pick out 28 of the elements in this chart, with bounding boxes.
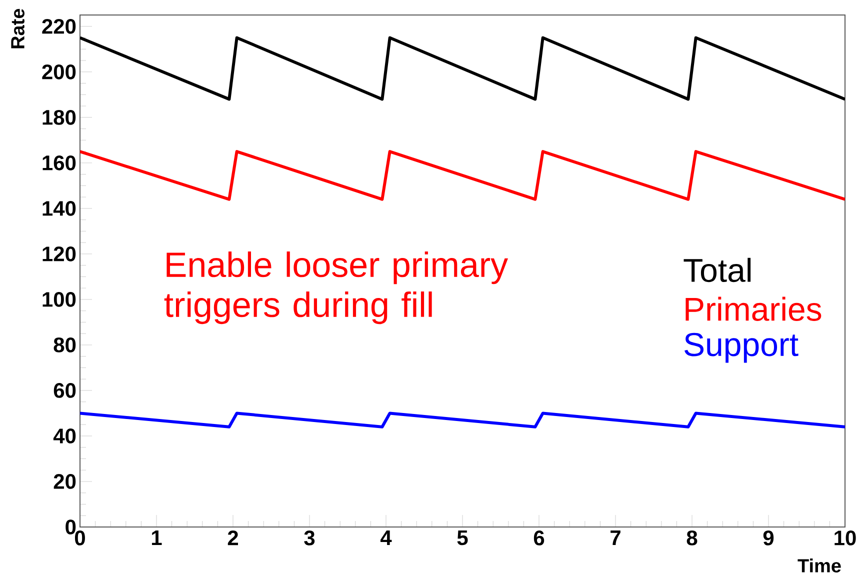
y-tick-label: 60 [54, 383, 76, 398]
y-tick-label: 120 [42, 246, 76, 262]
x-tick-label: 2 [228, 530, 238, 546]
y-tick-label: 140 [42, 200, 76, 216]
y-tick-label: 0 [66, 520, 76, 534]
x-tick-label: 1 [152, 530, 162, 545]
x-axis-title: Time [798, 558, 841, 572]
text: Primaries [686, 296, 822, 322]
text: Total [684, 258, 751, 282]
y-tick-label: 20 [54, 474, 76, 489]
x-tick-label: 7 [610, 530, 620, 545]
y-tick-label: 180 [42, 110, 76, 125]
x-tick-label: 10 [834, 530, 856, 546]
x-tick-label: 9 [763, 530, 774, 546]
annotation: Enable looser primary triggers during fill [164, 251, 508, 324]
y-tick-label: 220 [42, 18, 76, 34]
x-tick-label: 5 [457, 530, 468, 546]
series-label: Support [684, 332, 798, 363]
y-tick-label: 40 [53, 428, 76, 444]
y-tick-label: 80 [54, 338, 76, 352]
y-tick-label: 160 [42, 155, 76, 170]
x-tick-label: 3 [304, 530, 315, 546]
x-tick-label: 4 [380, 530, 392, 545]
x-tick-label: 8 [686, 530, 698, 546]
y-tick-label: 100 [42, 292, 76, 307]
y-axis-title: Rate [11, 8, 24, 48]
x-tick-label: 6 [534, 530, 544, 546]
y-tick-label: 200 [42, 64, 76, 80]
